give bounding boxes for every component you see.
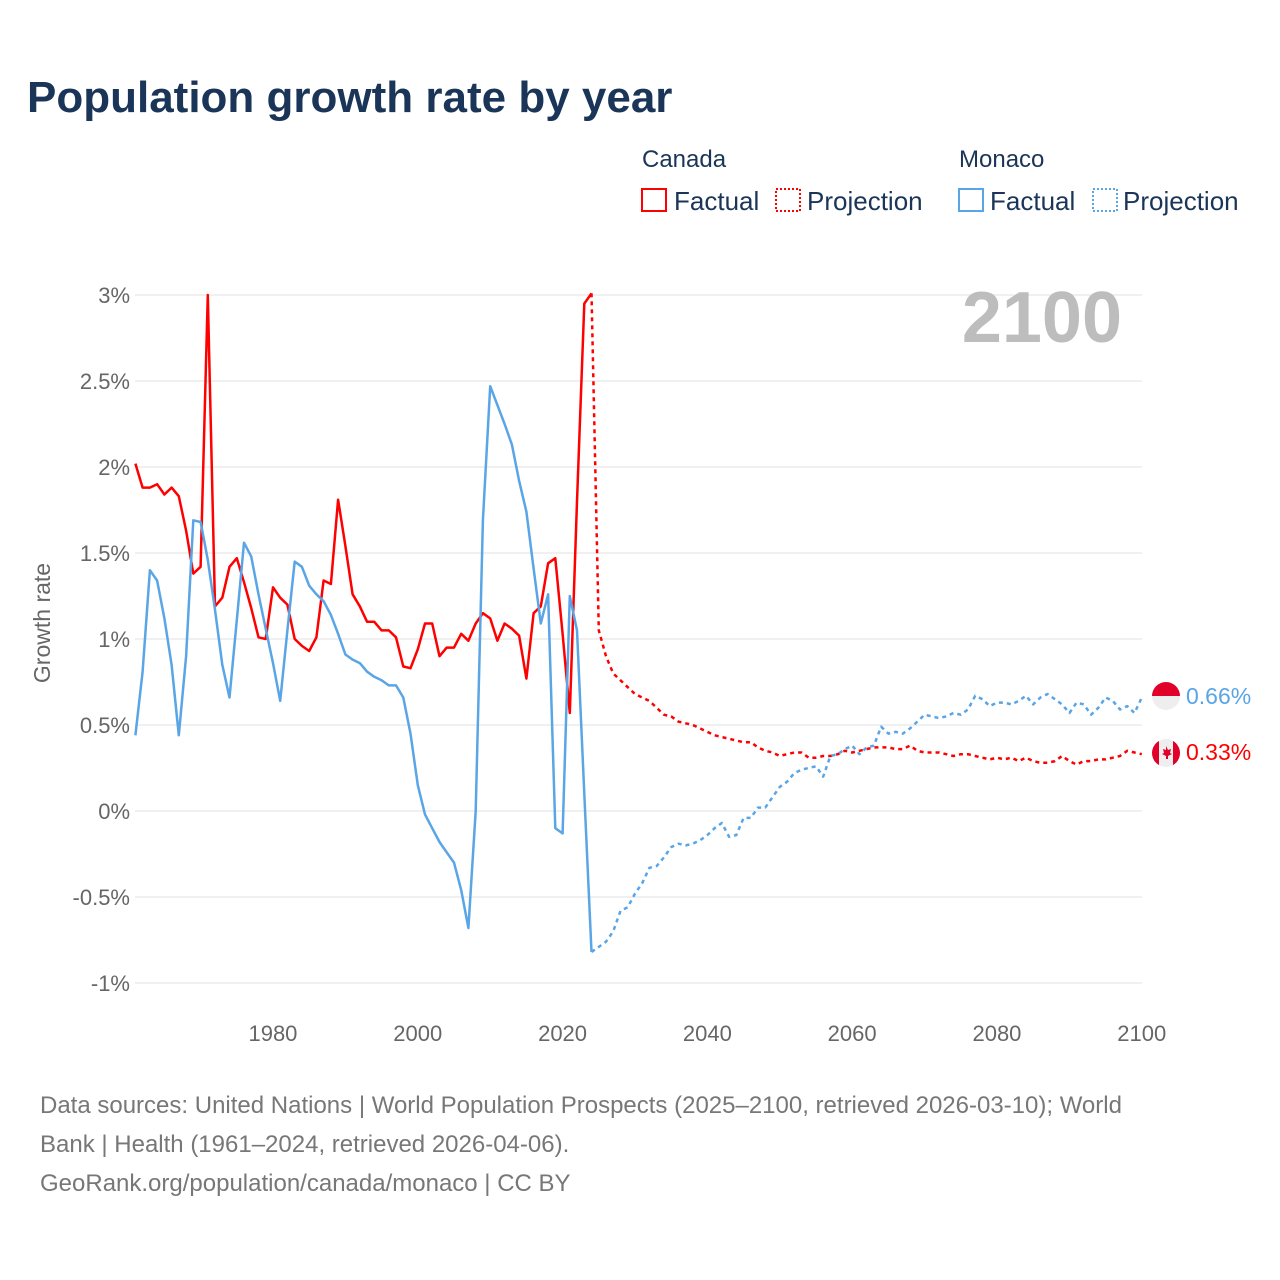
- y-tick-label: 2.5%: [80, 369, 130, 394]
- legend-swatch-canada-factual: [641, 188, 667, 212]
- y-tick-label: 3%: [98, 283, 130, 308]
- series-lines: [134, 292, 1143, 954]
- legend-canada-projection[interactable]: Projection: [807, 186, 923, 216]
- x-tick-label: 2020: [538, 1021, 587, 1046]
- x-tick-label: 1980: [248, 1021, 297, 1046]
- y-tick-label: 2%: [98, 455, 130, 480]
- canada-projection-line: [590, 293, 1143, 766]
- x-axis-ticks: 1980 2000 2020 2040 2060 2080 2100: [248, 1021, 1166, 1046]
- y-axis-label: Growth rate: [29, 563, 55, 683]
- gridlines: [135, 294, 1142, 984]
- legend: Canada Factual Projection Monaco Factual…: [641, 146, 1239, 216]
- y-tick-label: 0%: [98, 799, 130, 824]
- legend-group-monaco: Monaco: [959, 146, 1044, 173]
- legend-swatch-monaco-factual: [958, 188, 984, 212]
- end-markers: 0.66% 0.33%: [1152, 682, 1251, 767]
- y-tick-label: 0.5%: [80, 713, 130, 738]
- canada-flag-icon: [1152, 739, 1180, 767]
- credit-link[interactable]: GeoRank.org/population/canada/monaco | C…: [40, 1170, 571, 1197]
- monaco-projection-line: [590, 692, 1143, 954]
- legend-swatch-monaco-projection: [1092, 188, 1118, 212]
- x-tick-label: 2080: [972, 1021, 1021, 1046]
- canada-end-value: 0.33%: [1186, 739, 1251, 765]
- x-tick-label: 2000: [393, 1021, 442, 1046]
- chart-title: Population growth rate by year: [27, 73, 672, 122]
- sources-line-2: Bank | Health (1961–2024, retrieved 2026…: [40, 1131, 569, 1158]
- x-tick-label: 2100: [1117, 1021, 1166, 1046]
- x-tick-label: 2060: [828, 1021, 877, 1046]
- monaco-end-value: 0.66%: [1186, 683, 1251, 709]
- legend-swatch-canada-projection: [775, 188, 801, 212]
- y-tick-label: 1.5%: [80, 541, 130, 566]
- canada-factual-line: [134, 292, 593, 715]
- monaco-flag-icon: [1152, 682, 1180, 710]
- legend-canada-factual[interactable]: Factual: [674, 186, 759, 216]
- y-tick-label: 1%: [98, 627, 130, 652]
- legend-group-canada: Canada: [642, 146, 727, 173]
- legend-monaco-projection[interactable]: Projection: [1123, 186, 1239, 216]
- y-tick-label: -0.5%: [73, 885, 130, 910]
- monaco-factual-line: [134, 384, 593, 953]
- legend-monaco-factual[interactable]: Factual: [990, 186, 1075, 216]
- y-axis-ticks: 3% 2.5% 2% 1.5% 1% 0.5% 0% -0.5% -1%: [73, 283, 130, 996]
- sources-line-1: Data sources: United Nations | World Pop…: [40, 1092, 1122, 1119]
- current-year-label: 2100: [962, 278, 1122, 358]
- x-tick-label: 2040: [683, 1021, 732, 1046]
- y-tick-label: -1%: [91, 971, 130, 996]
